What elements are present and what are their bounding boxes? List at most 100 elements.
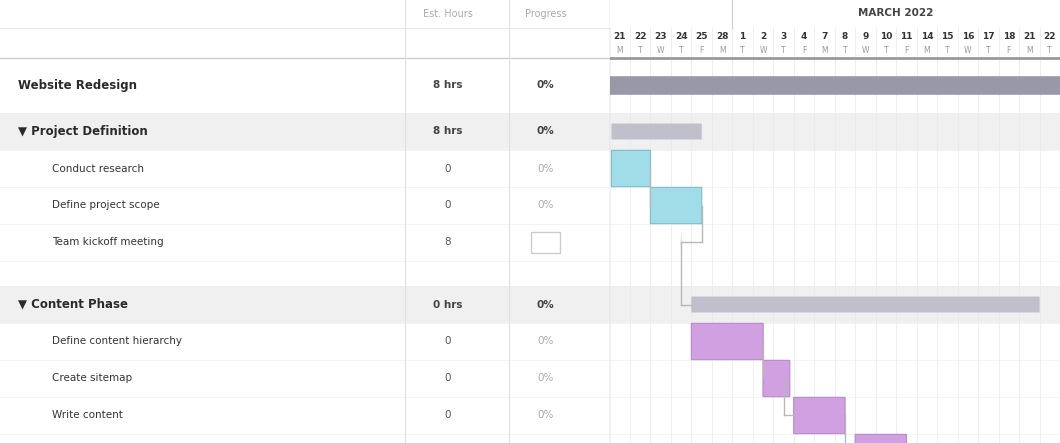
Text: 8 hrs: 8 hrs [434, 81, 463, 90]
Text: T: T [884, 46, 888, 55]
Text: 8: 8 [842, 32, 848, 41]
Text: M: M [822, 46, 828, 55]
Text: 8: 8 [445, 237, 452, 248]
Text: MARCH 2022: MARCH 2022 [859, 8, 934, 18]
Text: F: F [904, 46, 908, 55]
Text: W: W [759, 46, 766, 55]
FancyBboxPatch shape [531, 232, 560, 253]
FancyBboxPatch shape [651, 187, 702, 224]
Text: W: W [657, 46, 665, 55]
Text: 3: 3 [780, 32, 787, 41]
Text: 21: 21 [614, 32, 626, 41]
Text: Define content hierarchy: Define content hierarchy [52, 337, 182, 346]
Text: 8 hrs: 8 hrs [434, 127, 463, 136]
FancyBboxPatch shape [855, 434, 906, 443]
Text: 0: 0 [445, 163, 452, 174]
FancyBboxPatch shape [794, 397, 845, 434]
Text: 17: 17 [982, 32, 994, 41]
Text: ▼ Content Phase: ▼ Content Phase [18, 298, 128, 311]
Bar [0, 360, 610, 397]
Text: T: T [1047, 46, 1053, 55]
Bar [0, 434, 610, 443]
Bar [0, 286, 610, 323]
Bar [610, 397, 1060, 434]
Text: T: T [781, 46, 785, 55]
Bar [0, 323, 610, 360]
Text: 0%: 0% [536, 127, 554, 136]
Text: 16: 16 [961, 32, 974, 41]
FancyBboxPatch shape [763, 360, 790, 396]
Bar [0, 150, 610, 187]
Text: ▼ Project Definition: ▼ Project Definition [18, 125, 148, 138]
Text: T: T [946, 46, 950, 55]
Text: Progress: Progress [525, 9, 566, 19]
Bar [0, 187, 610, 224]
Text: 22: 22 [1043, 32, 1056, 41]
Text: 24: 24 [675, 32, 688, 41]
Text: 2: 2 [760, 32, 766, 41]
Text: M: M [719, 46, 725, 55]
Bar [610, 434, 1060, 443]
Bar [610, 187, 1060, 224]
Text: 0: 0 [445, 373, 452, 384]
Text: 11: 11 [900, 32, 913, 41]
Bar [0, 58, 610, 113]
Text: 18: 18 [1003, 32, 1015, 41]
Bar [610, 150, 1060, 187]
Text: 0 hrs: 0 hrs [434, 299, 463, 310]
Bar [610, 261, 1060, 286]
Text: 14: 14 [920, 32, 933, 41]
Text: 0: 0 [445, 411, 452, 420]
FancyBboxPatch shape [603, 76, 1060, 95]
Text: T: T [843, 46, 847, 55]
Text: 23: 23 [654, 32, 667, 41]
Text: 1: 1 [740, 32, 746, 41]
Text: 0%: 0% [536, 81, 554, 90]
Bar [610, 360, 1060, 397]
Bar [610, 323, 1060, 360]
Text: 9: 9 [862, 32, 868, 41]
Text: 25: 25 [695, 32, 708, 41]
Text: Est. Hours: Est. Hours [423, 9, 473, 19]
Text: F: F [700, 46, 704, 55]
Text: F: F [1007, 46, 1011, 55]
Text: M: M [923, 46, 931, 55]
Text: 21: 21 [1023, 32, 1036, 41]
Text: T: T [740, 46, 745, 55]
FancyBboxPatch shape [612, 124, 702, 140]
Bar [610, 58, 1060, 113]
Text: Team kickoff meeting: Team kickoff meeting [52, 237, 163, 248]
FancyBboxPatch shape [691, 323, 763, 360]
Text: 15: 15 [941, 32, 954, 41]
Text: Write content: Write content [52, 411, 123, 420]
Text: 0: 0 [445, 201, 452, 210]
Bar [610, 113, 1060, 150]
Text: M: M [1026, 46, 1032, 55]
Text: 22: 22 [634, 32, 647, 41]
Bar [610, 28, 1060, 58]
Text: Conduct research: Conduct research [52, 163, 144, 174]
Bar [610, 224, 1060, 261]
Text: F: F [801, 46, 807, 55]
Text: 0%: 0% [537, 373, 553, 384]
FancyBboxPatch shape [612, 150, 651, 187]
Bar [630, 0, 651, 443]
Text: 0%: 0% [536, 299, 554, 310]
Bar [610, 286, 1060, 323]
Text: 0%: 0% [537, 337, 553, 346]
Text: W: W [965, 46, 972, 55]
Text: T: T [638, 46, 642, 55]
Bar [0, 397, 610, 434]
Text: 0: 0 [445, 337, 452, 346]
Text: Define project scope: Define project scope [52, 201, 159, 210]
Text: 0%: 0% [537, 201, 553, 210]
Text: Create sitemap: Create sitemap [52, 373, 131, 384]
Text: 10: 10 [880, 32, 893, 41]
Text: M: M [617, 46, 623, 55]
FancyBboxPatch shape [691, 296, 1040, 312]
Text: 28: 28 [716, 32, 728, 41]
Text: T: T [678, 46, 684, 55]
Text: 7: 7 [822, 32, 828, 41]
Text: Website Redesign: Website Redesign [18, 79, 138, 92]
Text: T: T [986, 46, 991, 55]
